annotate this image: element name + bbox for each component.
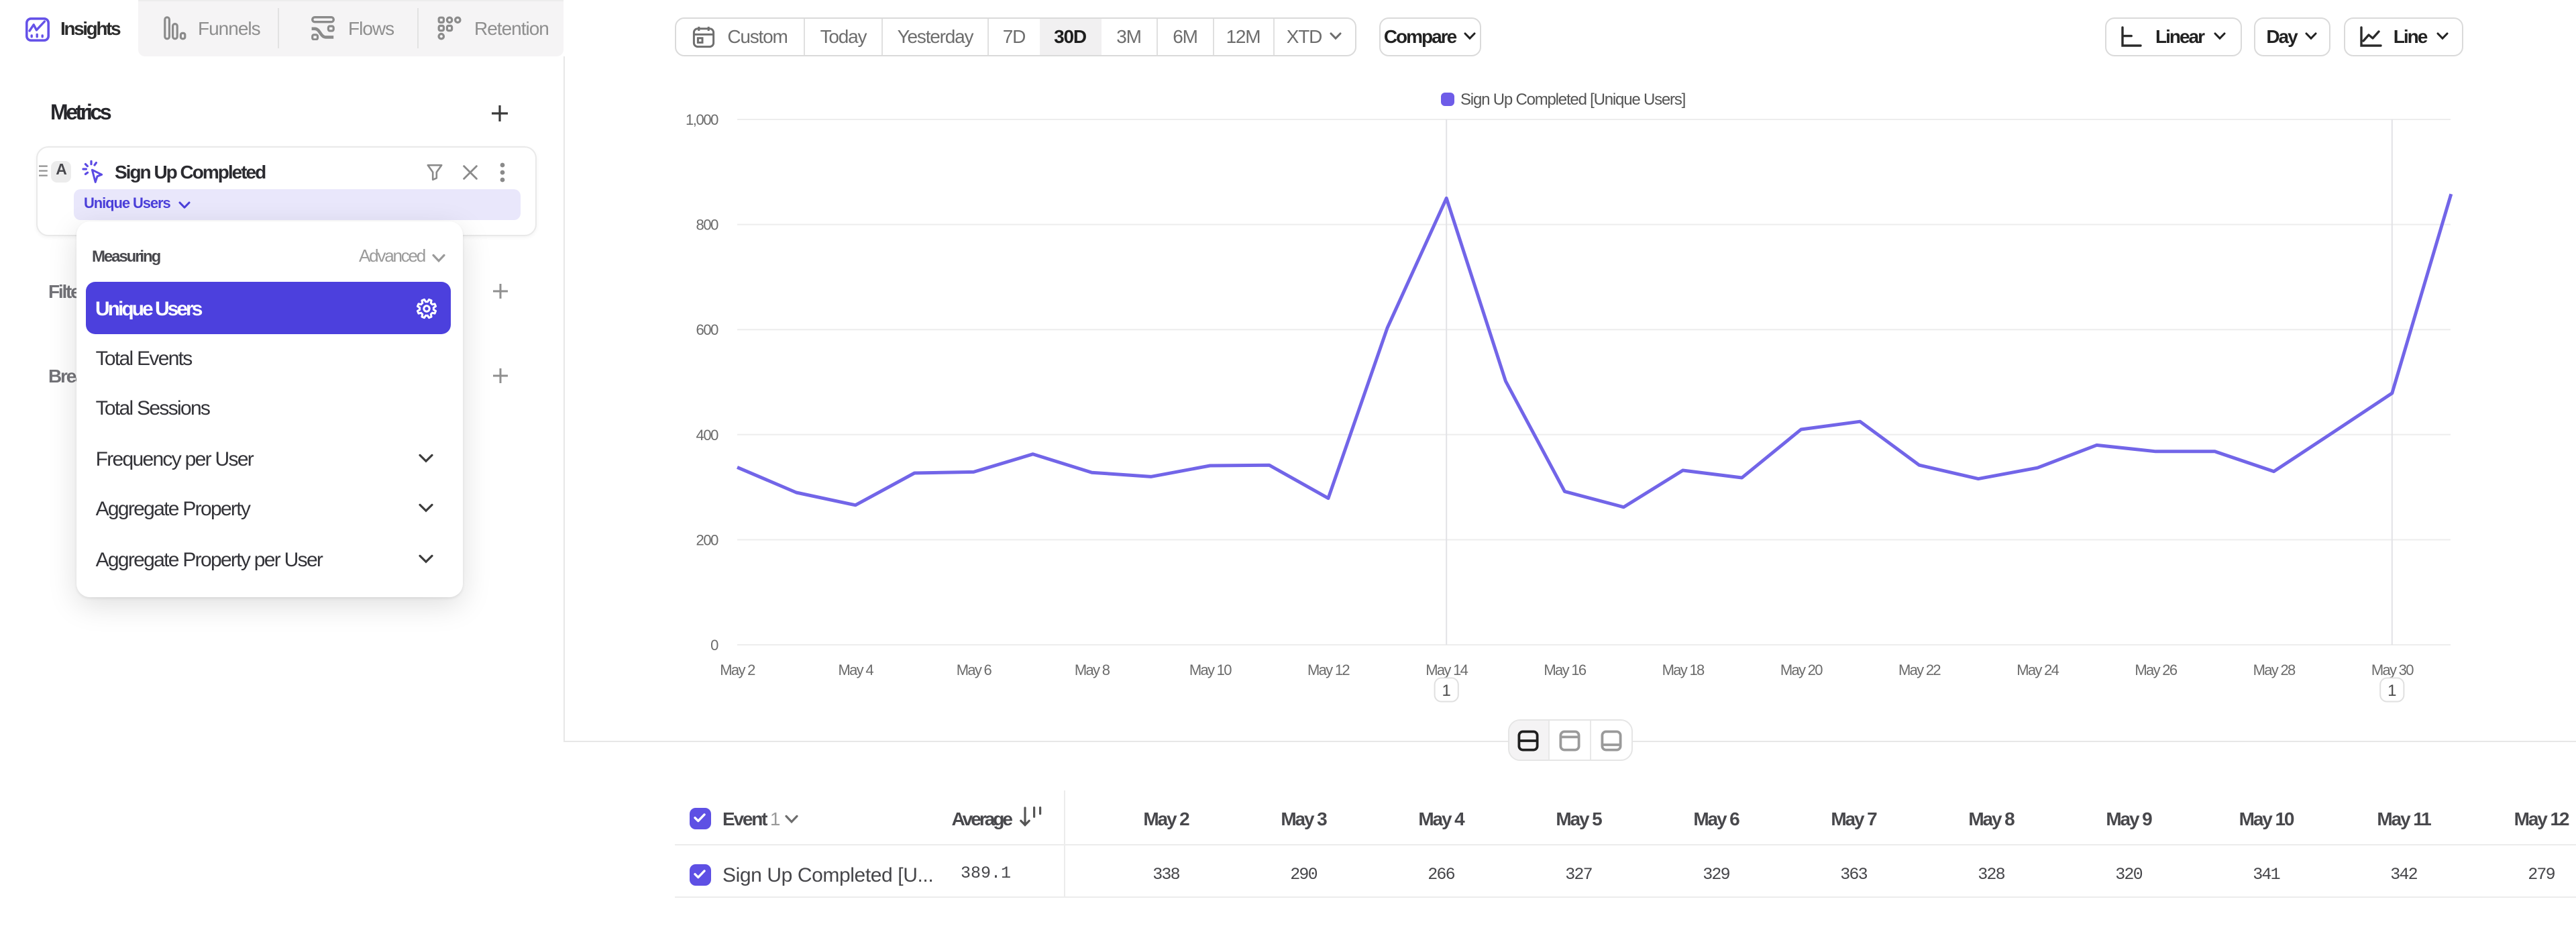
svg-text:800: 800 bbox=[696, 217, 718, 234]
svg-text:May 28: May 28 bbox=[2253, 662, 2296, 678]
svg-text:1: 1 bbox=[1442, 682, 1451, 700]
svg-text:May 12: May 12 bbox=[1307, 662, 1350, 678]
svg-text:May 14: May 14 bbox=[1426, 662, 1468, 678]
svg-text:May 22: May 22 bbox=[1898, 662, 1941, 678]
svg-text:May 2: May 2 bbox=[720, 662, 755, 678]
svg-text:May 8: May 8 bbox=[1075, 662, 1110, 678]
svg-text:May 24: May 24 bbox=[2017, 662, 2059, 678]
svg-text:May 20: May 20 bbox=[1780, 662, 1823, 678]
svg-text:May 4: May 4 bbox=[838, 662, 873, 678]
svg-text:May 26: May 26 bbox=[2135, 662, 2177, 678]
svg-text:May 16: May 16 bbox=[1544, 662, 1586, 678]
svg-text:May 18: May 18 bbox=[1662, 662, 1705, 678]
svg-text:May 10: May 10 bbox=[1189, 662, 1232, 678]
svg-text:May 6: May 6 bbox=[957, 662, 992, 678]
svg-text:1: 1 bbox=[2387, 682, 2396, 700]
svg-text:1,000: 1,000 bbox=[686, 111, 718, 128]
svg-text:May 30: May 30 bbox=[2371, 662, 2414, 678]
svg-text:600: 600 bbox=[696, 321, 718, 338]
svg-text:0: 0 bbox=[710, 637, 718, 654]
svg-text:200: 200 bbox=[696, 531, 718, 548]
svg-text:400: 400 bbox=[696, 427, 718, 444]
